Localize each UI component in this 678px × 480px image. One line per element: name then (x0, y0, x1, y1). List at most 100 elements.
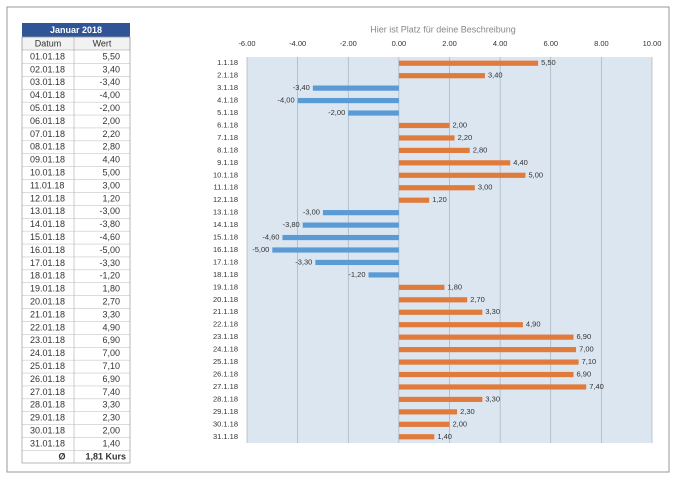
y-tick-label: 12.1.18 (213, 195, 238, 204)
value-label: 2,30 (460, 407, 475, 416)
value-cell: -4,60 (99, 232, 120, 242)
value-cell: 5,50 (102, 51, 120, 61)
date-cell: 08.01.18 (30, 142, 65, 152)
bar (398, 122, 450, 129)
y-tick-label: 9.1.18 (217, 158, 238, 167)
value-cell: -2,00 (99, 103, 120, 113)
value-label: 4,90 (526, 320, 541, 329)
value-cell: -5,00 (99, 245, 120, 255)
value-label: -4,00 (278, 96, 295, 105)
date-cell: 23.01.18 (30, 335, 65, 345)
bar (398, 172, 526, 178)
value-label: 6,90 (577, 370, 592, 379)
value-cell: 3,00 (102, 180, 120, 190)
date-cell: 02.01.18 (30, 64, 65, 74)
value-label: 5,00 (528, 170, 543, 179)
value-cell: 3,30 (102, 309, 120, 319)
value-label: 3,00 (478, 183, 493, 192)
date-cell: 06.01.18 (30, 116, 65, 126)
date-cell: 27.01.18 (30, 387, 65, 397)
date-cell: 22.01.18 (30, 322, 65, 332)
footer-value: 1,81 Kurs (85, 451, 126, 461)
value-label: 4,40 (513, 158, 528, 167)
bar (315, 259, 399, 266)
bar (398, 135, 455, 141)
x-tick-label: 10.00 (643, 39, 662, 48)
bar (398, 322, 523, 328)
x-tick-label: 4.00 (493, 39, 508, 48)
value-cell: 2,70 (102, 296, 120, 306)
y-tick-label: 6.1.18 (217, 120, 238, 129)
bar (302, 222, 399, 228)
bar (398, 334, 574, 340)
bar (297, 97, 399, 104)
value-cell: 1,80 (102, 284, 120, 294)
value-cell: -3,00 (99, 206, 120, 216)
value-cell: 7,00 (102, 348, 120, 358)
bar (398, 384, 587, 390)
bar (398, 359, 579, 365)
column-header: Datum (35, 38, 62, 48)
bar (322, 210, 399, 216)
bar (398, 160, 511, 166)
date-cell: 30.01.18 (30, 425, 65, 435)
value-label: 2,80 (473, 145, 488, 154)
bar (398, 197, 430, 203)
y-tick-label: 13.1.18 (213, 208, 238, 217)
table: Januar 2018 Datum Wert Ø 1,81 Kurs 01.01… (21, 23, 131, 464)
y-tick-label: 26.1.18 (213, 370, 238, 379)
bar (398, 147, 470, 153)
value-cell: -3,30 (99, 258, 120, 268)
value-label: 2,00 (453, 419, 468, 428)
value-cell: 1,20 (102, 193, 120, 203)
date-cell: 29.01.18 (30, 413, 65, 423)
x-tick-label: 0.00 (392, 39, 407, 48)
y-tick-label: 31.1.18 (213, 432, 238, 441)
value-cell: -4,00 (99, 90, 120, 100)
y-tick-label: 24.1.18 (213, 345, 238, 354)
value-label: 2,00 (453, 120, 468, 129)
bar (398, 371, 574, 378)
y-tick-label: 22.1.18 (213, 320, 238, 329)
y-tick-label: 20.1.18 (213, 295, 238, 304)
bar (398, 309, 483, 315)
value-cell: 6,90 (102, 335, 120, 345)
date-cell: 28.01.18 (30, 400, 65, 410)
bar (398, 185, 475, 191)
x-tick-label: -4.00 (289, 39, 306, 48)
chart: Hier ist Platz für deine Beschreibung -6… (213, 24, 661, 443)
date-cell: 10.01.18 (30, 167, 65, 177)
x-tick-label: 2.00 (442, 39, 457, 48)
y-tick-label: 14.1.18 (213, 220, 238, 229)
date-cell: 20.01.18 (30, 296, 65, 306)
bar (398, 347, 577, 353)
y-tick-label: 15.1.18 (213, 233, 238, 242)
y-tick-label: 19.1.18 (213, 282, 238, 291)
value-cell: -3,40 (99, 77, 120, 87)
value-label: 5,50 (541, 58, 556, 67)
bar (398, 73, 485, 79)
y-tick-label: 3.1.18 (217, 83, 238, 92)
x-tick-label: -6.00 (238, 39, 255, 48)
x-tick-label: 6.00 (543, 39, 558, 48)
value-label: -1,20 (348, 270, 365, 279)
date-cell: 11.01.18 (30, 180, 64, 190)
bar (398, 297, 468, 303)
value-label: 2,20 (458, 133, 473, 142)
value-label: 2,70 (470, 295, 485, 304)
value-cell: 3,30 (102, 400, 120, 410)
x-tick-label: 8.00 (594, 39, 609, 48)
value-cell: 5,00 (102, 167, 120, 177)
y-tick-label: 25.1.18 (213, 357, 238, 366)
value-label: 3,30 (485, 394, 500, 403)
value-cell: 4,40 (102, 155, 120, 165)
value-label: 1,40 (437, 432, 452, 441)
value-label: -4,60 (262, 233, 279, 242)
bar (282, 234, 399, 241)
y-tick-label: 7.1.18 (217, 133, 238, 142)
date-cell: 15.01.18 (30, 232, 65, 242)
value-cell: 7,10 (102, 361, 120, 371)
column-header: Wert (93, 38, 112, 48)
y-tick-label: 28.1.18 (213, 394, 238, 403)
date-cell: 13.01.18 (30, 206, 65, 216)
